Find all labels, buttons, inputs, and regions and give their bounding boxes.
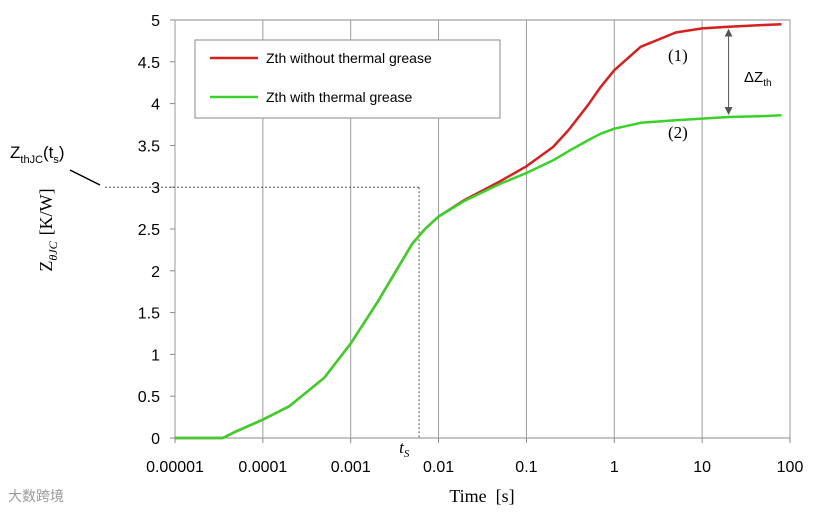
y-tick-label-9: 4.5 bbox=[138, 55, 160, 72]
y-tick-label-4: 2 bbox=[151, 264, 160, 281]
curve-1-label: (1) bbox=[668, 46, 688, 65]
x-tick-label-3: 0.01 bbox=[423, 459, 454, 476]
zthjc-label: ZthJC(ts) bbox=[10, 143, 65, 166]
series-line-with-grease bbox=[175, 114, 782, 440]
y-axis: 0 0.5 1 1.5 2 2.5 3 3.5 4 4.5 5 bbox=[138, 13, 175, 448]
zthjc-close: ) bbox=[59, 143, 65, 162]
curve-2-label: (2) bbox=[668, 123, 688, 142]
zthjc-pointer bbox=[69, 169, 101, 186]
delta-zth-sub: th bbox=[763, 78, 771, 89]
y-tick-label-5: 2.5 bbox=[138, 222, 160, 239]
y-axis-title-unit: [K/W] bbox=[36, 188, 56, 235]
legend-label-with-grease: Zth with thermal grease bbox=[266, 89, 412, 105]
x-tick-label-5: 1 bbox=[610, 459, 619, 476]
x-tick-label-1: 0.0001 bbox=[238, 459, 287, 476]
y-tick-label-3: 1.5 bbox=[138, 306, 160, 323]
ts-label: tS bbox=[399, 438, 410, 460]
delta-zth-label: ΔZth bbox=[744, 69, 772, 89]
y-tick-label-8: 4 bbox=[151, 97, 160, 114]
ts-main: t bbox=[399, 438, 405, 457]
zthjc-main: Z bbox=[10, 143, 20, 162]
y-tick-label-6: 3 bbox=[151, 180, 160, 197]
legend-box bbox=[194, 39, 501, 119]
legend: Zth without thermal grease Zth with ther… bbox=[194, 39, 501, 119]
y-axis-title: ZθJC [K/W] bbox=[36, 188, 60, 271]
ts-sub: S bbox=[404, 448, 410, 460]
watermark: 大数跨境 bbox=[8, 489, 64, 505]
x-axis-title: Time [s] bbox=[449, 486, 514, 506]
delta-zth-main: ΔZ bbox=[744, 69, 763, 86]
y-tick-label-1: 0.5 bbox=[138, 389, 160, 406]
x-tick-label-2: 0.001 bbox=[331, 459, 371, 476]
y-axis-title-main: Z bbox=[36, 261, 56, 272]
zthjc-sub: thJC bbox=[20, 154, 43, 166]
x-tick-label-6: 10 bbox=[693, 459, 711, 476]
y-tick-label-10: 5 bbox=[151, 13, 160, 30]
y-tick-label-2: 1 bbox=[151, 347, 160, 364]
y-tick-label-7: 3.5 bbox=[138, 138, 160, 155]
x-tick-label-0: 0.00001 bbox=[146, 459, 204, 476]
y-tick-label-0: 0 bbox=[151, 431, 160, 448]
y-axis-title-sub: θJC bbox=[46, 240, 60, 260]
x-tick-label-7: 100 bbox=[777, 459, 804, 476]
x-axis: 0.00001 0.0001 0.001 0.01 0.1 1 10 100 bbox=[146, 438, 803, 476]
zthjc-paren: (t bbox=[43, 143, 54, 162]
zthjc-paren-sub: s bbox=[53, 154, 59, 166]
x-tick-label-4: 0.1 bbox=[515, 459, 537, 476]
legend-label-without-grease: Zth without thermal grease bbox=[266, 50, 432, 66]
